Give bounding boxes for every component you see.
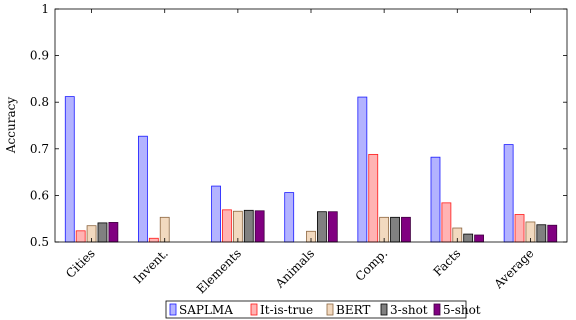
bar-it-is-true-facts xyxy=(441,202,452,243)
legend-label: BERT xyxy=(336,303,370,317)
legend-swatch-saplma xyxy=(169,303,177,316)
legend-label: 3-shot xyxy=(390,303,428,317)
legend-swatch-it-is-true xyxy=(250,303,258,316)
bar-saplma-facts xyxy=(430,156,441,243)
y-tick-label: 0.5 xyxy=(30,235,49,249)
x-category-label: Invent. xyxy=(131,246,171,286)
bar-saplma-invent- xyxy=(138,135,148,243)
y-axis: 0.5 0.6 0.7 0.8 0.9 1 xyxy=(30,2,567,249)
bar-it-is-true-elements xyxy=(222,209,232,243)
x-category-label: Comp. xyxy=(353,246,391,284)
legend: SAPLMA It-is-true BERT 3-shot 5-shot xyxy=(165,300,481,319)
bar-3-shot-average xyxy=(536,224,547,243)
y-tick-label: 0.7 xyxy=(30,142,49,156)
bar-it-is-true-cities xyxy=(75,230,86,243)
bar-3-shot-facts xyxy=(463,233,474,243)
bar-5-shot-comp- xyxy=(401,216,411,243)
x-category-label: Cities xyxy=(63,246,98,281)
y-axis-label: Accuracy xyxy=(4,97,18,154)
bar-saplma-elements xyxy=(211,185,221,243)
x-axis: Cities Invent. Elements Animals Comp. Facts Av… xyxy=(63,9,537,296)
bar-it-is-true-invent- xyxy=(148,237,159,243)
bar-saplma-animals xyxy=(284,192,295,243)
legend-label: It-is-true xyxy=(260,303,313,317)
legend-swatch-3-shot xyxy=(380,303,388,316)
bars-group xyxy=(64,96,558,243)
bar-saplma-cities xyxy=(64,96,75,243)
bar-5-shot-elements xyxy=(254,210,265,243)
y-tick-label: 0.8 xyxy=(30,95,49,109)
plot-frame xyxy=(54,8,568,243)
bar-5-shot-facts xyxy=(474,234,484,243)
bar-saplma-comp- xyxy=(357,96,368,243)
bar-5-shot-animals xyxy=(327,211,338,243)
bar-3-shot-animals xyxy=(316,211,327,243)
bar-3-shot-cities xyxy=(97,222,108,243)
bar-5-shot-average xyxy=(547,224,558,243)
x-category-label: Facts xyxy=(431,246,464,279)
legend-swatch-5-shot xyxy=(433,303,441,316)
legend-label: 5-shot xyxy=(443,303,481,317)
legend-label: SAPLMA xyxy=(179,303,233,317)
x-category-label: Average xyxy=(491,246,537,292)
x-category-label: Animals xyxy=(272,246,317,291)
legend-swatch-bert xyxy=(326,303,334,316)
bar-it-is-true-comp- xyxy=(368,153,379,243)
bar-3-shot-comp- xyxy=(390,216,400,243)
bar-5-shot-cities xyxy=(108,222,119,243)
bar-it-is-true-average xyxy=(514,214,525,243)
bar-3-shot-elements xyxy=(243,209,254,243)
y-tick-label: 0.9 xyxy=(30,49,49,63)
y-tick-label: 0.6 xyxy=(30,188,49,202)
legend-box xyxy=(165,300,467,319)
bar-bert-elements xyxy=(232,210,243,243)
y-tick-label: 1 xyxy=(41,2,49,16)
bar-saplma-average xyxy=(503,144,514,243)
x-category-label: Elements xyxy=(194,246,244,296)
